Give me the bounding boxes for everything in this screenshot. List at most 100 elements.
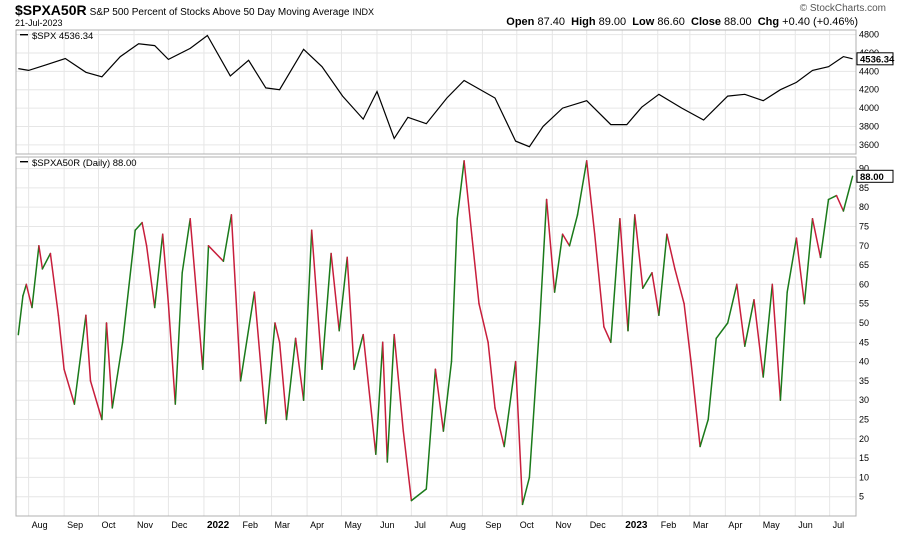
last-value-tag — [856, 169, 894, 183]
breadth-segment — [189, 218, 204, 371]
breadth-segment — [619, 218, 629, 332]
breadth-segment — [538, 198, 548, 324]
breadth-segment — [561, 233, 571, 247]
breadth-segment — [265, 322, 276, 425]
x-tick-label: Jun — [380, 520, 395, 530]
x-tick-label: 2022 — [207, 520, 230, 531]
x-tick-label: Mar — [693, 520, 709, 530]
x-tick-label: Dec — [171, 520, 188, 530]
y-tick-label: 4400 — [859, 66, 879, 76]
breadth-segment — [528, 322, 541, 479]
chart-date: 21-Jul-2023 — [15, 18, 63, 28]
breadth-segment — [375, 341, 384, 455]
breadth-segment — [17, 295, 24, 336]
breadth-segment — [521, 476, 531, 506]
breadth-segment — [302, 229, 313, 401]
y-tick-label: 3600 — [859, 140, 879, 150]
y-tick-label: 80 — [859, 202, 869, 212]
exchange: INDX — [352, 7, 375, 17]
breadth-segment — [651, 272, 660, 317]
y-tick-label: 3800 — [859, 121, 879, 131]
series-legend: $SPXA50R (Daily) 88.00 — [20, 158, 137, 169]
x-tick-label: Sep — [485, 520, 501, 530]
breadth-segment — [568, 214, 579, 247]
x-tick-label: Feb — [661, 520, 677, 530]
y-tick-label: 4800 — [859, 30, 879, 40]
breadth-segment — [658, 233, 668, 317]
copyright: © StockCharts.com — [799, 3, 886, 14]
breadth-segment — [346, 256, 355, 371]
breadth-segment — [503, 360, 517, 448]
breadth-segment — [393, 333, 405, 432]
open-value: 87.40 — [537, 16, 565, 28]
breadth-segment — [514, 360, 524, 506]
spx-price-line — [18, 34, 853, 148]
y-tick-label: 35 — [859, 376, 869, 386]
open-label: Open — [506, 16, 535, 28]
breadth-segment — [699, 418, 709, 448]
breadth-segment — [634, 214, 644, 289]
breadth-segment — [310, 229, 323, 371]
legend-swatch — [20, 34, 28, 36]
breadth-segment — [386, 333, 395, 463]
panel-frame — [15, 29, 857, 155]
last-value-tag — [856, 52, 894, 66]
breadth-segment — [410, 488, 428, 502]
breadth-segment — [610, 218, 621, 344]
y-tick-label: 90 — [859, 164, 869, 174]
panel-frame — [15, 156, 857, 517]
x-tick-label: Apr — [310, 520, 324, 530]
breadth-segment — [434, 368, 445, 432]
breadth-segment — [842, 175, 854, 212]
y-tick-label: 4200 — [859, 85, 879, 95]
breadth-segment — [121, 229, 136, 344]
breadth-segment — [285, 337, 297, 421]
breadth-segment — [811, 218, 822, 259]
y-tick-label: 40 — [859, 357, 869, 367]
breadth-segment — [230, 214, 242, 382]
breadth-segment — [819, 198, 830, 259]
legend-label: $SPX 4536.34 — [32, 31, 93, 42]
breadth-segment — [41, 252, 52, 270]
y-tick-label: 75 — [859, 221, 869, 231]
x-tick-label: 2023 — [625, 520, 648, 531]
x-tick-label: May — [763, 520, 781, 530]
breadth-segment — [278, 341, 288, 421]
y-tick-label: 70 — [859, 241, 869, 251]
breadth-segment — [85, 314, 92, 382]
close-label: Close — [691, 16, 721, 28]
x-tick-label: Oct — [102, 520, 117, 530]
breadth-segment — [49, 252, 60, 317]
x-tick-label: Dec — [590, 520, 607, 530]
y-tick-label: 5 — [859, 492, 864, 502]
x-tick-label: Sep — [67, 520, 83, 530]
series-legend: $SPX 4536.34 — [20, 31, 93, 42]
close-value: 88.00 — [724, 16, 752, 28]
chg-value: +0.40 (+0.46%) — [782, 16, 858, 28]
breadth-segment — [38, 245, 44, 270]
x-tick-label: Apr — [728, 520, 742, 530]
ohlc-readout: Open 87.40 High 89.00 Low 86.60 Close 88… — [506, 16, 858, 28]
breadth-segment — [105, 322, 114, 409]
breadth-segment — [153, 233, 164, 309]
chart-title: $SPXA50R S&P 500 Percent of Stocks Above… — [15, 2, 374, 18]
breadth-segment — [707, 337, 717, 421]
x-tick-label: May — [344, 520, 362, 530]
x-tick-label: Nov — [137, 520, 154, 530]
breadth-segment — [553, 233, 564, 293]
breadth-segment — [795, 237, 806, 305]
y-tick-label: 4000 — [859, 103, 879, 113]
breadth-segment — [642, 272, 653, 289]
breadth-segment — [683, 302, 692, 363]
high-value: 89.00 — [598, 16, 627, 28]
breadth-segment — [253, 291, 267, 425]
breadth-segment — [690, 360, 701, 448]
breadth-segment — [141, 221, 148, 247]
breadth-segment — [207, 245, 225, 262]
breadth-segment — [274, 322, 281, 344]
y-tick-label: 50 — [859, 318, 869, 328]
breadth-segment — [22, 283, 28, 297]
breadth-segment — [576, 160, 588, 216]
breadth-segment — [222, 214, 233, 262]
breadth-segment — [835, 194, 845, 212]
